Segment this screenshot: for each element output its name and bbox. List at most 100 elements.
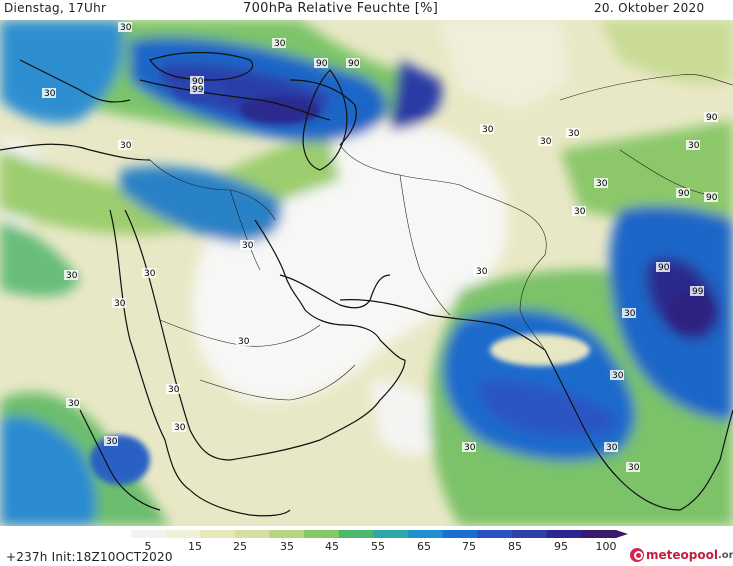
contour-label: 30 (66, 398, 80, 409)
colorbar-swatch (581, 530, 617, 538)
contour-label: 30 (142, 268, 156, 279)
svg-text:30: 30 (464, 443, 476, 453)
logo-icon (630, 548, 644, 562)
contour-label: 30 (462, 442, 476, 453)
colorbar-swatch (442, 530, 478, 538)
contour-label: 30 (240, 240, 254, 251)
colorbar-tick-label: 95 (554, 540, 568, 553)
svg-text:30: 30 (120, 23, 132, 33)
coastlines (0, 51, 733, 517)
svg-text:30: 30 (274, 39, 286, 49)
contour-label: 90 (314, 58, 328, 69)
colorbar-swatch (512, 530, 548, 538)
svg-text:90: 90 (706, 193, 718, 203)
contour-label: 30 (104, 436, 118, 447)
colorbar-swatch (165, 530, 201, 538)
svg-text:30: 30 (68, 399, 80, 409)
svg-text:90: 90 (192, 77, 204, 87)
svg-text:30: 30 (624, 309, 636, 319)
contour-label: 90 (656, 262, 670, 273)
contour-label: 30 (604, 442, 618, 453)
valid-date-label: 20. Oktober 2020 (594, 1, 705, 15)
contour-label: 30 (118, 22, 132, 33)
colorbar-swatch (234, 530, 270, 538)
colorbar-tick-label: 5 (144, 540, 152, 553)
svg-text:30: 30 (628, 463, 640, 473)
svg-text:90: 90 (316, 59, 328, 69)
svg-text:30: 30 (106, 437, 118, 447)
contour-label: 30 (480, 124, 494, 135)
contour-label: 30 (236, 336, 250, 347)
colorbar-swatch (304, 530, 340, 538)
svg-text:30: 30 (606, 443, 618, 453)
humidity-detail (90, 78, 712, 485)
svg-text:30: 30 (120, 141, 132, 151)
colorbar-tick-label: 55 (371, 540, 385, 553)
contour-label: 30 (166, 384, 180, 395)
colorbar-tick-label: 15 (188, 540, 202, 553)
contour-label: 90 (704, 112, 718, 123)
svg-text:90: 90 (706, 113, 718, 123)
contour-label: 90 (676, 188, 690, 199)
contour-label: 30 (42, 88, 56, 99)
contour-label: 30 (572, 206, 586, 217)
svg-text:30: 30 (688, 141, 700, 151)
contour-label: 30 (172, 422, 186, 433)
svg-text:90: 90 (348, 59, 360, 69)
colorbar-swatch (477, 530, 513, 538)
svg-text:30: 30 (476, 267, 488, 277)
contour-label: 99 (190, 84, 204, 95)
header-bar: Dienstag, 17Uhr 700hPa Relative Feuchte … (0, 0, 733, 20)
contour-label: 90 (190, 76, 204, 87)
svg-text:30: 30 (144, 269, 156, 279)
colorbar-swatch (269, 530, 305, 538)
contour-label: 30 (610, 370, 624, 381)
svg-text:99: 99 (192, 85, 204, 95)
contour-label: 99 (690, 286, 704, 297)
svg-text:30: 30 (596, 179, 608, 189)
colorbar-tick-label: 45 (325, 540, 339, 553)
colorbar-tick-label: 75 (462, 540, 476, 553)
svg-text:90: 90 (678, 189, 690, 199)
colorbar-tick-label: 35 (280, 540, 294, 553)
valid-time-label: Dienstag, 17Uhr (4, 1, 107, 15)
contour-label: 30 (686, 140, 700, 151)
contour-label: 30 (64, 270, 78, 281)
contour-label: 30 (272, 38, 286, 49)
colorbar-tick-label: 85 (508, 540, 522, 553)
logo-suffix: .org (717, 549, 733, 561)
contour-label: 30 (566, 128, 580, 139)
svg-text:30: 30 (44, 89, 56, 99)
contour-label: 30 (538, 136, 552, 147)
svg-text:99: 99 (692, 287, 704, 297)
contour-labels: 30 30 30 30 30 30 30 30 30 30 30 30 30 3… (42, 22, 718, 473)
contour-label: 30 (594, 178, 608, 189)
humidity-field (0, 20, 733, 526)
svg-text:30: 30 (242, 241, 254, 251)
svg-text:90: 90 (658, 263, 670, 273)
logo-text: meteopool (646, 548, 718, 562)
colorbar-swatch (373, 530, 409, 538)
colorbar-swatch (546, 530, 582, 538)
colorbar-tick-label: 65 (417, 540, 431, 553)
colorbar-end-arrow (616, 530, 628, 538)
colorbar-tick-label: 100 (595, 540, 617, 553)
svg-text:30: 30 (114, 299, 126, 309)
contour-label: 30 (474, 266, 488, 277)
colorbar-swatch (96, 530, 132, 538)
contour-label: 30 (112, 298, 126, 309)
svg-text:30: 30 (168, 385, 180, 395)
colorbar-swatch (200, 530, 236, 538)
contour-label: 30 (622, 308, 636, 319)
svg-text:30: 30 (568, 129, 580, 139)
run-info: +237h Init:18Z10OCT2020 (6, 550, 173, 564)
colorbar-swatch (408, 530, 444, 538)
colorbar-tick-label: 25 (233, 540, 247, 553)
svg-text:30: 30 (482, 125, 494, 135)
svg-text:30: 30 (540, 137, 552, 147)
svg-text:30: 30 (174, 423, 186, 433)
svg-text:30: 30 (574, 207, 586, 217)
contour-label: 90 (704, 192, 718, 203)
svg-text:30: 30 (66, 271, 78, 281)
meteopool-logo[interactable]: meteopool.org (630, 545, 733, 565)
